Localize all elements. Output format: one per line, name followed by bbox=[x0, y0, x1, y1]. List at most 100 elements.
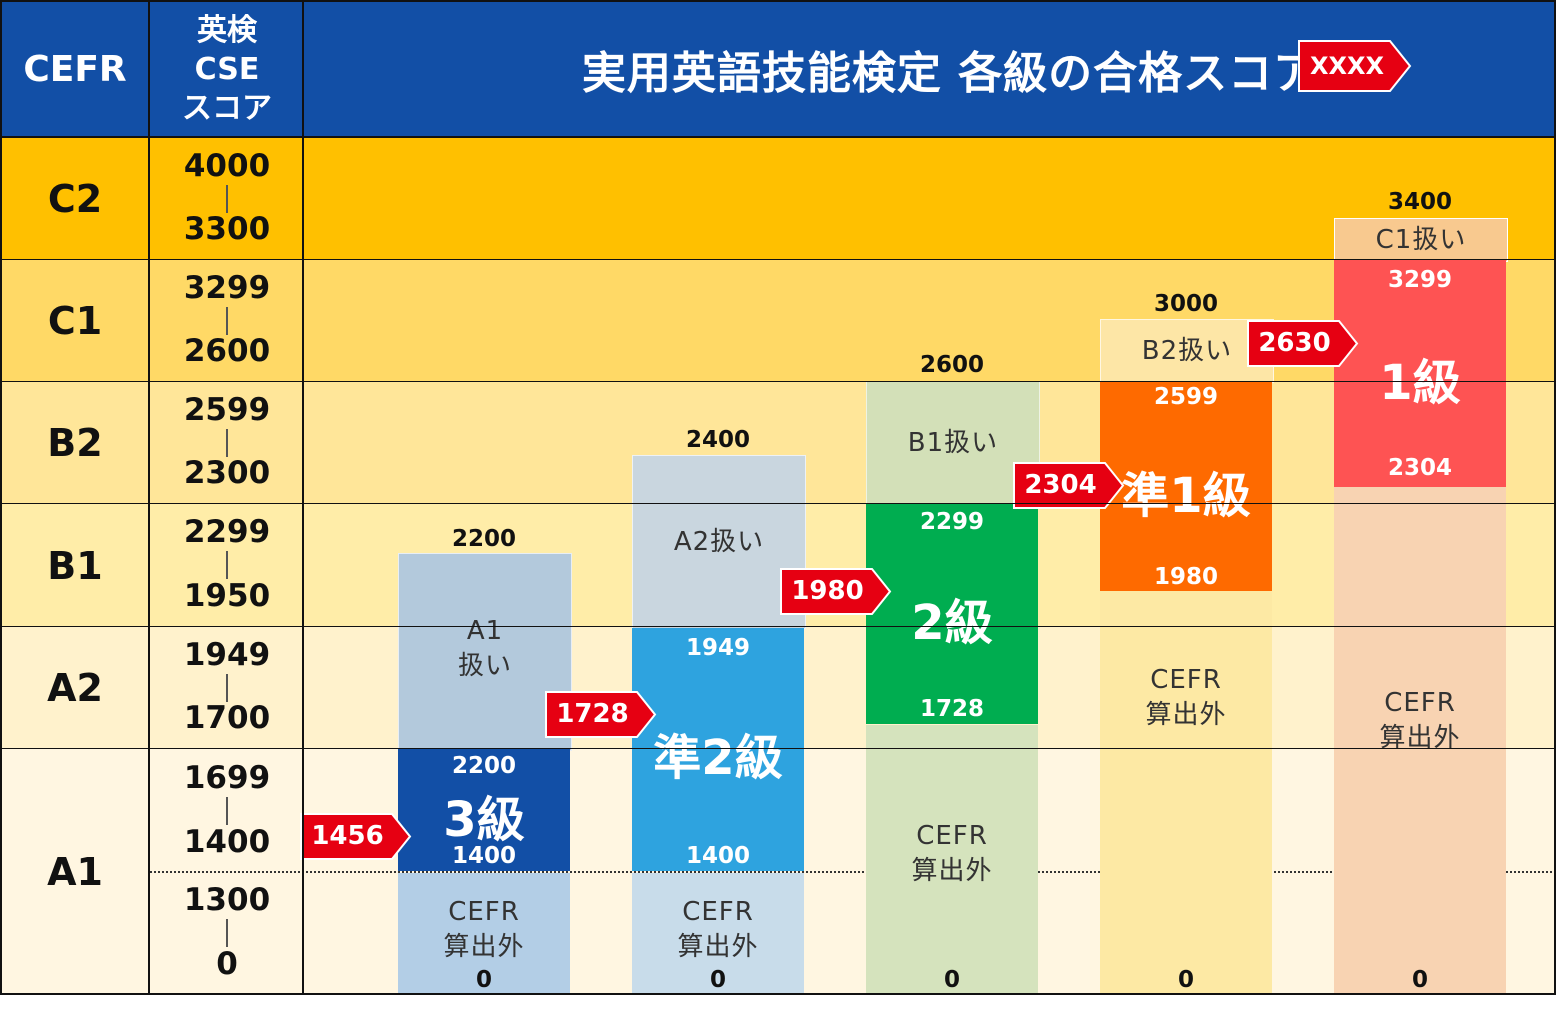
grade1-cefr-label: C1扱い bbox=[1375, 224, 1467, 255]
grid-hline-a1 bbox=[0, 748, 1556, 749]
range-c1-bottom: 2600 bbox=[183, 333, 271, 369]
range-c2: 4000 3300 bbox=[150, 138, 304, 260]
level-c1-label: C1 bbox=[47, 299, 103, 343]
grade3-pass-top: 2200 bbox=[451, 753, 516, 779]
level-c2: C2 bbox=[0, 138, 150, 260]
level-a1: A1 bbox=[0, 749, 150, 994]
grade2-max-label: 2600 bbox=[919, 352, 984, 378]
grid-vline-3 bbox=[302, 0, 304, 994]
pre1-passing-arrow: 2304 bbox=[1013, 462, 1125, 509]
range-b1-top: 2299 bbox=[183, 514, 271, 550]
pre1-zero: 0 bbox=[1177, 967, 1194, 993]
header-cefr-label: CEFR bbox=[23, 48, 127, 90]
grade3-outside-line2: 算出外 bbox=[443, 931, 525, 962]
level-a2-label: A2 bbox=[47, 666, 103, 710]
grade2-name: 2級 bbox=[911, 595, 993, 651]
grade3-pass-block bbox=[398, 749, 570, 871]
range-a1-mid1: 1400 bbox=[183, 824, 271, 860]
grade2-outside-line2: 算出外 bbox=[911, 855, 993, 886]
range-a1-dash1 bbox=[226, 797, 228, 825]
grade3-cefr-line1: A1 bbox=[466, 616, 504, 646]
header-cse-line3: スコア bbox=[182, 90, 272, 126]
header-cse-line1: 英検 bbox=[197, 12, 257, 48]
level-c1: C1 bbox=[0, 260, 150, 382]
range-b2-bottom: 2300 bbox=[183, 455, 271, 491]
range-a1-dash2 bbox=[226, 919, 228, 947]
grade1-passing-score: 2630 bbox=[1258, 328, 1331, 358]
pre1-pass-bottom: 1980 bbox=[1153, 564, 1218, 590]
level-b1-label: B1 bbox=[47, 543, 103, 588]
grid-vline-1 bbox=[0, 0, 2, 994]
grid-hline-b2 bbox=[0, 381, 1556, 382]
range-b2: 2599 2300 bbox=[150, 382, 304, 504]
band-c2 bbox=[0, 138, 1556, 260]
pre2-outside-line1: CEFR bbox=[682, 896, 754, 927]
grade2-outside-line1: CEFR bbox=[916, 820, 988, 851]
grade1-pass-top: 3299 bbox=[1387, 267, 1452, 293]
legend-badge: XXXX bbox=[1298, 40, 1412, 92]
grid-vline-2 bbox=[148, 0, 150, 994]
pre2-zero: 0 bbox=[709, 967, 726, 993]
pre1-cefr-label: B2扱い bbox=[1141, 335, 1233, 366]
range-c2-bottom: 3300 bbox=[183, 211, 271, 247]
grade2-pass-top: 2299 bbox=[919, 509, 984, 535]
pre1-outside-band: CEFR 算出外 bbox=[1100, 591, 1272, 994]
grade3-outside-band: CEFR 算出外 bbox=[398, 873, 570, 994]
pre2-outside-band: CEFR 算出外 bbox=[632, 873, 804, 994]
range-a2: 1949 1700 bbox=[150, 627, 304, 749]
range-c2-top: 4000 bbox=[183, 148, 271, 184]
grid-hline-top bbox=[0, 0, 1556, 2]
pre1-max-label: 3000 bbox=[1153, 291, 1218, 317]
a1-dotted-divider bbox=[150, 871, 1556, 873]
range-b1-dash bbox=[226, 551, 228, 579]
range-b2-dash bbox=[226, 429, 228, 457]
level-b1: B1 bbox=[0, 504, 150, 627]
range-a1: 1699 1400 1300 0 bbox=[150, 749, 304, 994]
pre1-outside-line2: 算出外 bbox=[1145, 699, 1227, 730]
grade3-name: 3級 bbox=[443, 792, 525, 848]
pre1-name: 準1級 bbox=[1121, 468, 1251, 524]
grade1-zero: 0 bbox=[1411, 967, 1428, 993]
grade2-zero: 0 bbox=[943, 967, 960, 993]
pre1-pass-top: 2599 bbox=[1153, 384, 1218, 410]
grade3-max-label: 2200 bbox=[451, 526, 516, 552]
range-a2-top: 1949 bbox=[183, 637, 271, 673]
grade2-pass-bottom: 1728 bbox=[919, 696, 984, 722]
pre2-passing-arrow: 1728 bbox=[545, 691, 657, 738]
grade1-outside-line2: 算出外 bbox=[1379, 722, 1461, 753]
pre2-outside-line2: 算出外 bbox=[677, 931, 759, 962]
pre2-pass-block bbox=[632, 628, 804, 871]
pre2-pass-top: 1949 bbox=[685, 635, 750, 661]
pre2-cefr-band: A2扱い bbox=[632, 455, 806, 629]
grade3-outside-line1: CEFR bbox=[448, 896, 520, 927]
grade2-passing-arrow: 1980 bbox=[780, 568, 892, 615]
grade1-outside-line1: CEFR bbox=[1384, 687, 1456, 718]
grade2-cefr-band: B1扱い bbox=[866, 381, 1040, 506]
level-b2: B2 bbox=[0, 382, 150, 504]
pre2-cefr-label: A2扱い bbox=[673, 526, 765, 557]
range-b1: 2299 1950 bbox=[150, 504, 304, 627]
range-a1-mid2: 1300 bbox=[183, 882, 271, 918]
grade3-zero: 0 bbox=[475, 967, 492, 993]
range-a1-bottom: 0 bbox=[216, 946, 238, 982]
grid-hline-header bbox=[0, 136, 1556, 138]
range-a2-dash bbox=[226, 674, 228, 702]
range-c2-dash bbox=[226, 185, 228, 213]
pre1-cefr-band: B2扱い bbox=[1100, 319, 1274, 383]
grade2-pass-block bbox=[866, 504, 1038, 724]
grade1-name: 1級 bbox=[1379, 355, 1461, 411]
level-a2: A2 bbox=[0, 627, 150, 749]
grade3-cefr-band: A1 扱い bbox=[398, 553, 572, 751]
grade1-max-label: 3400 bbox=[1387, 189, 1452, 215]
range-a2-bottom: 1700 bbox=[183, 700, 271, 736]
range-c1-dash bbox=[226, 307, 228, 335]
pre2-name: 準2級 bbox=[653, 730, 783, 786]
header-cefr: CEFR bbox=[0, 0, 150, 138]
grid-hline-b1 bbox=[0, 503, 1556, 504]
grid-hline-bottom bbox=[0, 993, 1556, 995]
grade2-cefr-label: B1扱い bbox=[907, 428, 999, 458]
range-c1: 3299 2600 bbox=[150, 260, 304, 382]
level-a1-label: A1 bbox=[47, 849, 103, 894]
level-c2-label: C2 bbox=[47, 177, 103, 221]
header-cse-line2: CSE bbox=[194, 51, 260, 87]
